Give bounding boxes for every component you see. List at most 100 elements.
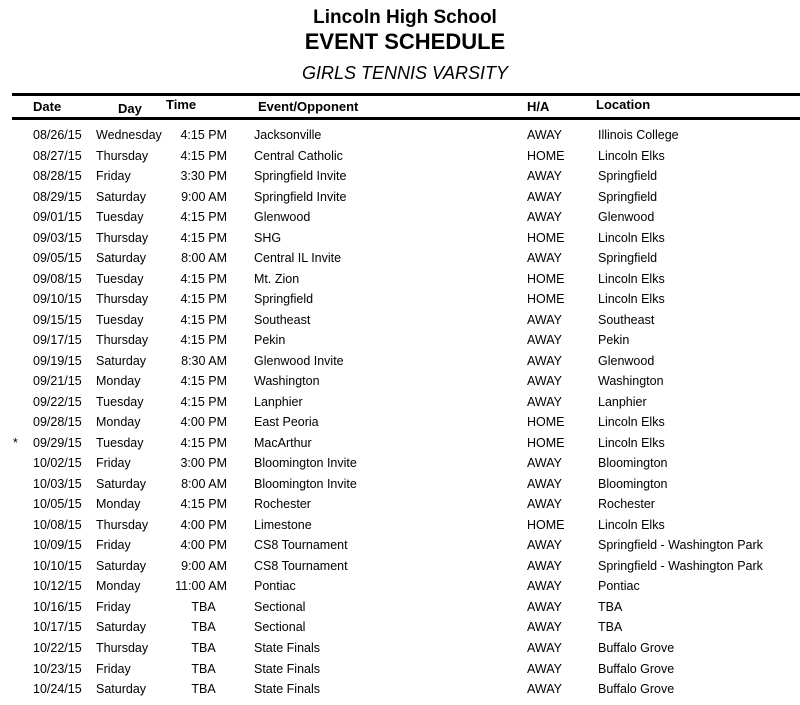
cell-date: 10/10/15	[33, 558, 82, 573]
cell-location: Pontiac	[598, 579, 640, 594]
cell-event: Lanphier	[254, 394, 303, 409]
cell-home-away: AWAY	[527, 497, 562, 512]
cell-date: 10/22/15	[33, 641, 82, 655]
column-header-time: Time	[166, 97, 197, 112]
cell-date: 09/17/15	[33, 333, 82, 348]
cell-date: 10/12/15	[33, 579, 82, 594]
cell-date: 09/15/15	[33, 312, 82, 327]
cell-home-away: HOME	[527, 415, 565, 430]
cell-day: Thursday	[96, 641, 149, 655]
table-row: 10/08/15 Thursday 4:00 PM Limestone HOME Linc…	[0, 518, 800, 538]
cell-date: 10/03/15	[33, 476, 82, 491]
cell-day: Thursday	[96, 148, 149, 163]
cell-event: Washington	[254, 374, 320, 389]
cell-event: Mt. Zion	[254, 271, 300, 286]
cell-home-away: AWAY	[527, 251, 562, 266]
cell-location: Springfield	[598, 169, 658, 184]
table-row: 08/28/15 Friday 3:30 PM Springfield Invite A…	[0, 169, 800, 189]
cell-location: Springfield	[598, 251, 658, 266]
cell-location: Lincoln Elks	[598, 292, 665, 307]
cell-event: Southeast	[254, 312, 311, 327]
cell-event: State Finals	[254, 682, 321, 697]
cell-home-away: HOME	[527, 148, 565, 163]
cell-day: Saturday	[96, 476, 147, 491]
cell-location: Buffalo Grove	[598, 661, 675, 676]
table-row: 09/17/15 Thursday 4:15 PM Pekin AWAY Pekin	[0, 333, 800, 353]
cell-event: Pekin	[254, 333, 286, 348]
cell-time: 8:00 AM	[181, 476, 227, 491]
cell-event: Central IL Invite	[254, 251, 342, 266]
cell-home-away: AWAY	[527, 599, 562, 614]
cell-event: State Finals	[254, 661, 321, 676]
school-name: Lincoln High School	[313, 7, 497, 28]
cell-date: 09/29/15	[33, 435, 82, 450]
cell-date: 09/10/15	[33, 292, 82, 307]
cell-date: 09/08/15	[33, 271, 82, 286]
cell-event: MacArthur	[254, 435, 312, 450]
cell-day: Tuesday	[96, 435, 144, 450]
cell-location: Bloomington	[598, 456, 668, 471]
document-title: EVENT SCHEDULE	[304, 29, 506, 54]
table-row: 10/24/15 Saturday TBA State Finals AWAY Buffa…	[0, 682, 800, 702]
table-row: 09/01/15 Tuesday 4:15 PM Glenwood AWAY Glenwo…	[0, 210, 800, 230]
cell-date: 10/08/15	[33, 517, 82, 532]
table-row: 09/03/15 Thursday 4:15 PM SHG HOME Lincoln El…	[0, 231, 800, 251]
cell-home-away: AWAY	[527, 169, 562, 184]
cell-event: Springfield Invite	[254, 189, 347, 204]
cell-date: 10/09/15	[33, 538, 82, 553]
cell-time: 4:15 PM	[180, 333, 227, 348]
table-row: 09/15/15 Tuesday 4:15 PM Southeast AWAY South…	[0, 313, 800, 333]
cell-home-away: AWAY	[527, 661, 562, 676]
cell-date: 10/17/15	[33, 620, 82, 635]
cell-time: TBA	[191, 620, 216, 635]
cell-day: Thursday	[96, 292, 149, 307]
cell-location: Pekin	[598, 333, 630, 348]
cell-day: Tuesday	[96, 210, 144, 225]
cell-date: 08/29/15	[33, 189, 82, 204]
table-row: 10/03/15 Saturday 8:00 AM Bloomington Invit…	[0, 477, 800, 497]
cell-location: Rochester	[598, 497, 655, 512]
header-bottom-rule	[12, 117, 800, 120]
cell-date: 09/19/15	[33, 353, 82, 368]
cell-home-away: AWAY	[527, 558, 562, 573]
cell-time: 4:00 PM	[180, 538, 227, 553]
cell-time: 9:00 AM	[181, 189, 227, 204]
cell-home-away: AWAY	[527, 456, 562, 471]
cell-day: Tuesday	[96, 394, 144, 409]
cell-day: Friday	[96, 661, 131, 676]
table-row: 08/29/15 Saturday 9:00 AM Springfield Invit…	[0, 190, 800, 210]
cell-location: Glenwood	[598, 210, 655, 225]
cell-date: 08/26/15	[33, 128, 82, 142]
column-header-date: Date	[33, 99, 62, 114]
table-row: 10/12/15 Monday 11:00 AM Pontiac AWAY Pontiac	[0, 579, 800, 599]
cell-date: 10/05/15	[33, 497, 82, 512]
cell-day: Thursday	[96, 517, 149, 532]
cell-location: Buffalo Grove	[598, 682, 675, 697]
cell-location: Springfield - Washington Park	[598, 558, 763, 573]
cell-time: 3:00 PM	[180, 456, 227, 471]
cell-home-away: AWAY	[527, 538, 562, 553]
table-row: 10/09/15 Friday 4:00 PM CS8 Tournament AWAY S…	[0, 538, 800, 558]
cell-day: Saturday	[96, 620, 147, 635]
cell-time: 9:00 AM	[181, 558, 227, 573]
cell-event: Bloomington Invite	[254, 476, 357, 491]
cell-home-away: HOME	[527, 271, 565, 286]
cell-day: Wednesday	[96, 128, 162, 142]
cell-home-away: AWAY	[527, 210, 562, 225]
cell-location: Lanphier	[598, 394, 647, 409]
cell-location: Lincoln Elks	[598, 148, 665, 163]
cell-date: 08/28/15	[33, 169, 82, 184]
cell-home-away: HOME	[527, 230, 565, 245]
cell-time: 4:15 PM	[180, 435, 227, 450]
cell-time: 4:15 PM	[180, 271, 227, 286]
cell-time: 4:00 PM	[180, 517, 227, 532]
cell-day: Monday	[96, 374, 141, 389]
cell-day: Saturday	[96, 189, 147, 204]
cell-day: Saturday	[96, 251, 147, 266]
cell-day: Saturday	[96, 353, 147, 368]
cell-event: Sectional	[254, 599, 306, 614]
cell-event: Limestone	[254, 517, 312, 532]
cell-time: 4:15 PM	[180, 292, 227, 307]
cell-event: Springfield Invite	[254, 169, 347, 184]
cell-location: TBA	[598, 599, 623, 614]
